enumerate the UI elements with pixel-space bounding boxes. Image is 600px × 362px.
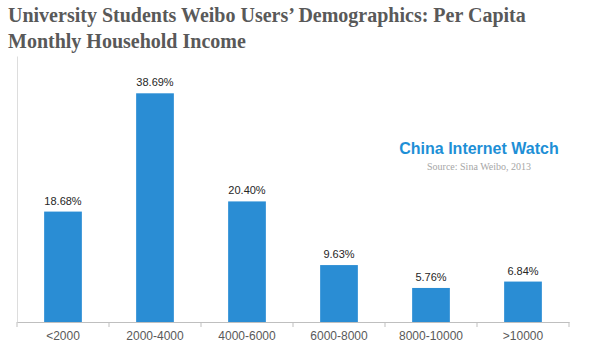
bar [412,288,450,322]
data-label: 18.68% [44,195,82,207]
x-tick-label: >10000 [503,329,544,343]
x-tick-label: 8000-10000 [399,329,463,343]
bar [44,212,82,322]
data-label: 38.69% [136,76,174,88]
x-tick-label: 6000-8000 [310,329,368,343]
title: University Students Weibo Users’ Demogra… [8,4,526,53]
bar [136,93,174,322]
data-labels: 18.68% 38.69% 20.40% 9.63% 5.76% 6.84% [44,76,538,283]
bar [228,201,266,322]
x-tick-label: 2000-4000 [126,329,184,343]
y-axis [17,57,18,323]
category-separator [17,322,18,327]
data-label: 5.76% [415,271,446,283]
y-axis-line [17,57,18,323]
bar [320,265,358,322]
category-separators [17,322,569,327]
x-tick-label: 4000-6000 [218,329,276,343]
annotation: China Internet Watch [399,140,558,157]
x-axis: <2000 2000-4000 4000-6000 6000-8000 8000-100… [18,322,570,343]
data-label: 20.40% [228,184,266,196]
category-separator [293,322,294,327]
x-tick: >10000 [503,322,544,343]
category-separator [109,322,110,327]
data-label: 6.84% [507,265,538,277]
x-tick-label: <2000 [46,329,80,343]
x-tick: 2000-4000 [126,322,184,343]
category-separator [385,322,386,327]
data-label: 9.63% [323,248,354,260]
category-separator [201,322,202,327]
x-tick: 8000-10000 [399,322,463,343]
chart: University Students Weibo Users’ Demogra… [0,0,600,362]
category-separator [477,322,478,327]
annotation: Source: Sina Weibo, 2013 [427,161,531,172]
x-tick: 6000-8000 [310,322,368,343]
x-tick: 4000-6000 [218,322,276,343]
x-tick: <2000 [46,322,80,343]
bar [504,282,542,322]
category-separator [569,322,570,327]
bars [44,93,542,322]
